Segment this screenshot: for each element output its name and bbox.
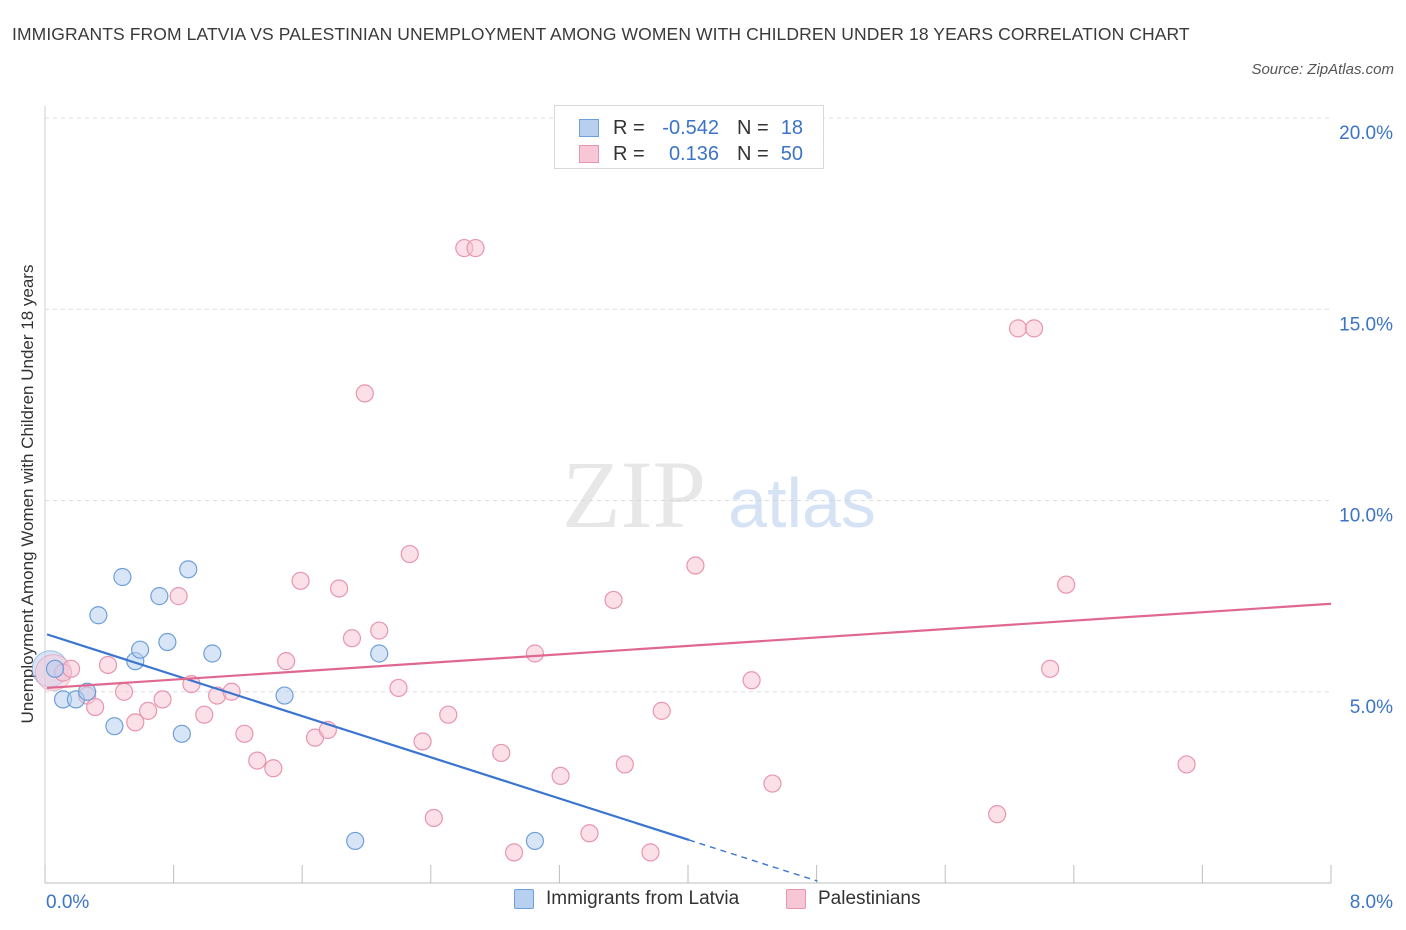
palestinian-point [355,384,374,403]
watermark-atlas: atlas [728,464,876,542]
palestinian-point [1041,659,1060,678]
x-tick-label: 0.0% [46,892,89,913]
r-label: R = [613,142,645,165]
latvia-point [105,717,124,736]
stats-legend: R = -0.542 N = 18 R = 0.136 N = 50 [554,105,824,169]
palestinian-point [988,805,1007,824]
legend-item-palestinians[interactable]: Palestinians [786,888,920,910]
n-value: 18 [780,116,803,139]
palestinian-point [277,652,296,671]
latvia-point [78,682,97,701]
palestinian-point [153,690,172,709]
latvia-trend-line [46,633,690,842]
palestinian-point [248,751,267,770]
n-value: 50 [780,142,803,165]
y-tick-label: 5.0% [1350,697,1393,718]
palestinian-point [1008,319,1028,338]
palestinian-point [763,774,782,793]
palestinians-swatch [579,145,599,163]
latvia-point [113,567,132,587]
palestinian-point [98,655,118,675]
palestinian-point [492,743,511,763]
palestinian-point [641,843,660,862]
latvia-point [89,606,108,625]
y-tick-label: 15.0% [1339,314,1393,335]
latvia-point [525,831,545,851]
palestinian-point [86,697,105,717]
series-legend: Immigrants from Latvia Palestinians [0,888,1406,916]
stats-legend-row-latvia: R = -0.542 N = 18 [579,114,803,142]
palestinian-point [389,678,408,698]
legend-label-palestinians: Palestinians [818,888,921,909]
palestinian-point [604,590,623,610]
latvia-legend-swatch [514,889,534,909]
palestinian-point [400,544,419,564]
palestinian-point [139,701,158,720]
palestinian-point [195,705,214,724]
latvia-point [45,659,65,678]
axes [44,106,1332,884]
grid-lines [45,117,1331,693]
latvia-point [275,686,294,705]
palestinian-point [466,238,485,258]
palestinian-point [1057,575,1076,594]
palestinian-point [504,843,524,862]
trend-lines [46,602,1332,882]
palestinian-point [413,732,432,751]
latvia-point [172,724,191,743]
legend-item-latvia[interactable]: Immigrants from Latvia [514,888,739,910]
watermark: ZIP atlas [562,441,876,548]
latvia-point [370,644,389,663]
latvia-point [203,644,222,663]
palestinian-point [342,629,362,648]
latvia-point [179,560,198,579]
palestinian-point [551,766,570,786]
data-points [31,238,1196,862]
palestinian-point [525,644,545,663]
chart-title: IMMIGRANTS FROM LATVIA VS PALESTINIAN UN… [12,24,1190,44]
palestinian-point [1024,319,1044,338]
palestinian-point [439,705,458,724]
n-label: N = [737,116,769,139]
palestinian-point [126,713,145,732]
y-tick-label: 20.0% [1339,123,1393,144]
legend-label-latvia: Immigrants from Latvia [546,888,740,909]
tick-labels: 5.0% 10.0% 15.0% 20.0% 0.0% 8.0% [46,123,1393,913]
latvia-point [158,632,177,652]
r-value: 0.136 [668,142,719,165]
palestinian-point [169,587,188,606]
palestinian-point [114,682,134,701]
source-label: Source: ZipAtlas.com [1251,61,1394,78]
palestinian-point [580,824,599,843]
stats-legend-row-palestinians: R = 0.136 N = 50 [579,140,803,168]
r-value: -0.542 [662,116,719,139]
palestinian-point [615,755,634,774]
latvia-point [150,587,169,606]
palestinian-point [235,724,254,743]
palestinian-point [264,759,283,778]
palestinian-point [424,808,443,828]
palestinian-point [291,571,310,590]
n-label: N = [737,142,769,165]
latvia-point [346,831,365,851]
palestinians-legend-swatch [786,889,806,909]
palestinian-point [1177,755,1196,774]
palestinian-point [330,579,349,598]
palestinian-point [742,671,761,690]
r-label: R = [613,116,645,139]
palestinian-point [61,659,81,678]
palestinian-point [652,701,671,720]
latvia-trend-line-extension [688,839,818,882]
palestinian-trend-line [46,602,1332,690]
latvia-point [130,640,150,659]
palestinian-point [686,556,705,575]
x-tick-label: 8.0% [1350,892,1393,913]
latvia-swatch [579,119,599,137]
watermark-zip: ZIP [562,441,706,548]
y-tick-label: 10.0% [1339,506,1393,527]
palestinian-point [370,621,389,640]
